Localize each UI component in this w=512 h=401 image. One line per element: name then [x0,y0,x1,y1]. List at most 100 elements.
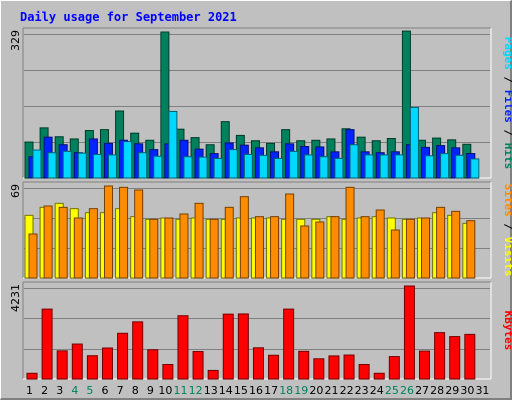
bar-kbytes-day-10 [162,363,174,380]
bar-kbytes-day-28 [434,332,446,380]
bar-sites-day-9 [149,218,159,279]
bar-pages-day-26 [409,106,419,179]
x-tick-label-day-30: 30 [460,384,474,397]
x-tick-label-day-7: 7 [117,384,124,397]
panel-2-max-label: 69 [9,184,22,198]
x-tick-label-day-14: 14 [219,384,233,397]
bar-sites-day-8 [134,189,144,279]
legend-entry: / [502,70,512,90]
x-tick-label-day-24: 24 [370,384,384,397]
bar-sites-day-3 [58,206,68,279]
bar-pages-day-24 [379,154,389,179]
panel-1-max-label: 329 [9,30,22,51]
bar-pages-day-20 [319,156,329,179]
bar-pages-day-10 [168,110,178,179]
legend-entry: KBytes [502,311,512,351]
bar-kbytes-day-20 [313,358,325,380]
bar-kbytes-day-4 [71,343,83,380]
bar-pages-day-12 [198,156,208,179]
bar-pages-day-25 [394,154,404,179]
bar-kbytes-day-29 [449,336,461,380]
bar-sites-day-2 [43,205,53,279]
x-tick-label-day-12: 12 [189,384,203,397]
x-tick-label-day-1: 1 [26,384,33,397]
bar-kbytes-day-12 [192,351,204,380]
bar-sites-day-10 [164,217,174,279]
legend-entry: / [502,217,512,237]
bar-kbytes-day-17 [268,354,280,380]
bar-sites-day-25 [390,229,400,279]
bar-kbytes-day-26 [403,285,415,380]
bar-pages-day-6 [107,154,117,179]
x-tick-label-day-27: 27 [415,384,429,397]
x-tick-label-day-9: 9 [147,384,154,397]
bar-kbytes-day-5 [86,355,98,380]
panel-3-max-label: 4231 [9,284,22,312]
bar-kbytes-day-18 [283,308,295,380]
bar-pages-day-7 [123,141,133,179]
panel-3-series-labels: KBytes [502,311,512,351]
bar-kbytes-day-21 [328,355,340,380]
bar-pages-day-17 [274,157,284,179]
x-tick-label-day-20: 20 [309,384,323,397]
x-tick-label-day-18: 18 [279,384,293,397]
x-tick-label-day-31: 31 [475,384,489,397]
bar-sites-day-16 [254,216,264,279]
bar-sites-day-1 [28,233,38,279]
bar-pages-day-13 [213,157,223,179]
legend-entry: Files [502,90,512,123]
x-tick-label-day-21: 21 [324,384,338,397]
bar-sites-day-13 [209,218,219,279]
panel-1-series-labels: Pages / Files / Hits [502,37,512,170]
bar-kbytes-day-3 [56,350,68,380]
x-tick-label-day-28: 28 [430,384,444,397]
x-tick-label-day-8: 8 [132,384,139,397]
bar-pages-day-3 [62,150,72,179]
bar-pages-day-19 [304,154,314,179]
bar-sites-day-22 [345,186,355,279]
x-tick-label-day-25: 25 [385,384,399,397]
bar-sites-day-30 [466,220,476,279]
bar-pages-day-2 [47,152,57,179]
bar-kbytes-day-13 [207,369,219,380]
bar-sites-day-4 [73,217,83,279]
x-tick-label-day-6: 6 [102,384,109,397]
bar-kbytes-day-1 [26,372,38,380]
panel-2-series-labels: Sites / Visits [502,184,512,277]
bar-pages-day-22 [349,144,359,179]
x-tick-label-day-5: 5 [86,384,93,397]
bar-pages-day-28 [440,153,450,179]
bar-kbytes-day-19 [298,350,310,380]
legend-entry: / [502,123,512,143]
bar-kbytes-day-23 [358,363,370,380]
legend-entry: Visits [502,237,512,277]
bar-sites-day-12 [194,202,204,279]
bar-sites-day-11 [179,213,189,279]
x-tick-label-day-16: 16 [249,384,263,397]
bar-sites-day-19 [300,225,310,279]
bar-sites-day-27 [421,217,431,279]
x-tick-label-day-29: 29 [445,384,459,397]
bar-sites-day-7 [119,186,129,279]
bar-pages-day-23 [364,154,374,179]
bar-pages-day-8 [138,152,148,179]
bar-pages-day-1 [32,149,42,179]
bar-pages-day-21 [334,157,344,179]
x-tick-label-day-23: 23 [355,384,369,397]
legend-entry: Hits [502,143,512,170]
x-tick-label-day-4: 4 [71,384,78,397]
bar-sites-day-21 [330,216,340,279]
bar-pages-day-16 [258,154,268,179]
bar-pages-day-18 [289,150,299,179]
bar-pages-day-29 [455,154,465,179]
bar-pages-day-14 [228,149,238,179]
bar-kbytes-day-25 [388,356,400,380]
bar-kbytes-day-24 [373,372,385,380]
bar-sites-day-29 [451,210,461,279]
bar-kbytes-day-16 [252,347,264,380]
bar-kbytes-day-9 [147,349,159,380]
bar-sites-day-18 [285,193,295,279]
bar-sites-day-28 [436,206,446,279]
bar-kbytes-day-14 [222,313,234,380]
